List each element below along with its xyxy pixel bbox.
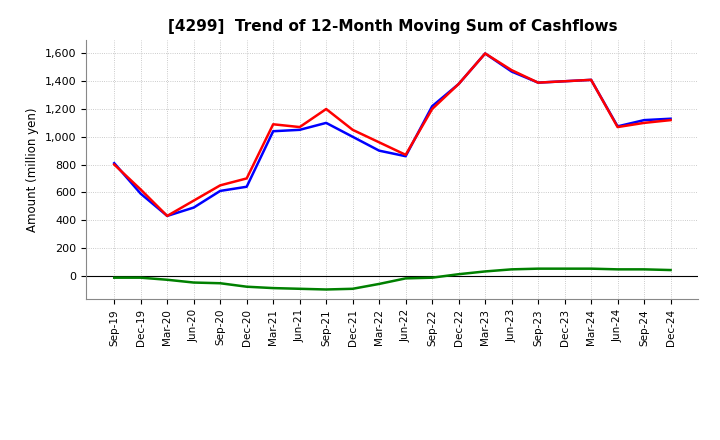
Investing Cashflow xyxy=(136,275,145,280)
Investing Cashflow xyxy=(428,275,436,280)
Operating Cashflow xyxy=(269,121,277,127)
Free Cashflow xyxy=(110,161,119,166)
Free Cashflow xyxy=(401,154,410,159)
Operating Cashflow xyxy=(401,152,410,158)
Operating Cashflow xyxy=(534,80,542,85)
Line: Investing Cashflow: Investing Cashflow xyxy=(114,269,670,290)
Investing Cashflow xyxy=(401,276,410,281)
Free Cashflow xyxy=(243,184,251,189)
Investing Cashflow xyxy=(613,267,622,272)
Operating Cashflow xyxy=(110,162,119,167)
Investing Cashflow xyxy=(243,284,251,290)
Free Cashflow xyxy=(375,148,384,153)
Operating Cashflow xyxy=(295,125,304,130)
Operating Cashflow xyxy=(189,198,198,203)
Operating Cashflow xyxy=(560,79,569,84)
Free Cashflow xyxy=(428,103,436,109)
Investing Cashflow xyxy=(110,275,119,280)
Operating Cashflow xyxy=(348,127,357,132)
Investing Cashflow xyxy=(560,266,569,271)
Operating Cashflow xyxy=(587,77,595,82)
Operating Cashflow xyxy=(163,213,171,219)
Free Cashflow xyxy=(560,79,569,84)
Free Cashflow xyxy=(269,128,277,134)
Investing Cashflow xyxy=(269,286,277,291)
Free Cashflow xyxy=(216,188,225,194)
Operating Cashflow xyxy=(322,106,330,112)
Free Cashflow xyxy=(534,80,542,85)
Operating Cashflow xyxy=(428,106,436,112)
Investing Cashflow xyxy=(348,286,357,291)
Operating Cashflow xyxy=(216,183,225,188)
Free Cashflow xyxy=(136,191,145,196)
Investing Cashflow xyxy=(216,281,225,286)
Investing Cashflow xyxy=(587,266,595,271)
Free Cashflow xyxy=(454,81,463,87)
Free Cashflow xyxy=(666,116,675,121)
Investing Cashflow xyxy=(163,277,171,282)
Operating Cashflow xyxy=(454,81,463,87)
Operating Cashflow xyxy=(243,176,251,181)
Investing Cashflow xyxy=(322,287,330,292)
Free Cashflow xyxy=(587,77,595,82)
Operating Cashflow xyxy=(508,67,516,73)
Investing Cashflow xyxy=(481,269,490,274)
Free Cashflow xyxy=(295,127,304,132)
Free Cashflow xyxy=(189,205,198,210)
Operating Cashflow xyxy=(666,117,675,123)
Free Cashflow xyxy=(508,69,516,74)
Investing Cashflow xyxy=(375,281,384,286)
Investing Cashflow xyxy=(666,268,675,273)
Investing Cashflow xyxy=(295,286,304,291)
Free Cashflow xyxy=(322,120,330,125)
Free Cashflow xyxy=(481,51,490,56)
Investing Cashflow xyxy=(508,267,516,272)
Free Cashflow xyxy=(348,134,357,139)
Investing Cashflow xyxy=(534,266,542,271)
Operating Cashflow xyxy=(640,120,649,125)
Investing Cashflow xyxy=(640,267,649,272)
Operating Cashflow xyxy=(613,125,622,130)
Operating Cashflow xyxy=(375,139,384,145)
Line: Operating Cashflow: Operating Cashflow xyxy=(114,54,670,216)
Title: [4299]  Trend of 12-Month Moving Sum of Cashflows: [4299] Trend of 12-Month Moving Sum of C… xyxy=(168,19,617,34)
Y-axis label: Amount (million yen): Amount (million yen) xyxy=(27,107,40,231)
Line: Free Cashflow: Free Cashflow xyxy=(114,54,670,216)
Investing Cashflow xyxy=(189,280,198,285)
Operating Cashflow xyxy=(136,187,145,192)
Investing Cashflow xyxy=(454,271,463,277)
Operating Cashflow xyxy=(481,51,490,56)
Free Cashflow xyxy=(640,117,649,123)
Free Cashflow xyxy=(163,213,171,219)
Free Cashflow xyxy=(613,124,622,129)
